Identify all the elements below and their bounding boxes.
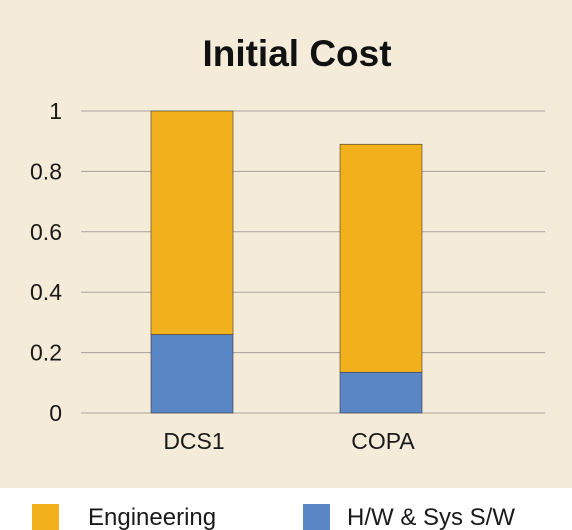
bars: [150, 110, 423, 414]
x-category-label: COPA: [351, 428, 415, 454]
bar-dcs1-h-w-sys-s-w: [150, 334, 234, 414]
legend: Engineering H/W & Sys S/W: [0, 488, 572, 530]
legend-svg: Engineering H/W & Sys S/W: [32, 504, 515, 530]
y-axis-ticks: 0 0.2 0.4 0.6 0.8 1: [30, 98, 62, 426]
x-category-label: DCS1: [163, 428, 224, 454]
x-axis-categories: DCS1 COPA: [163, 428, 415, 454]
legend-label-engineering: Engineering: [88, 504, 216, 530]
initial-cost-chart: Initial Cost 0 0.2 0.4 0.6 0.8 1 DCS1 COPA: [30, 33, 545, 454]
y-tick-label: 0.2: [30, 340, 62, 366]
legend-swatch-engineering: [32, 504, 59, 530]
y-tick-label: 0.8: [30, 158, 62, 184]
bar-copa-engineering: [339, 143, 423, 373]
legend-swatch-h-w-sys-s-w: [303, 504, 330, 530]
chart-title: Initial Cost: [202, 33, 391, 74]
legend-label-h-w-sys-s-w: H/W & Sys S/W: [347, 504, 515, 530]
y-tick-label: 0.4: [30, 279, 62, 305]
y-tick-label: 0: [49, 400, 62, 426]
y-tick-label: 1: [49, 98, 62, 124]
bar-copa-h-w-sys-s-w: [339, 371, 423, 414]
y-tick-label: 0.6: [30, 219, 62, 245]
bar-dcs1-engineering: [150, 110, 234, 335]
gridlines: [81, 110, 545, 414]
chart-area: Initial Cost 0 0.2 0.4 0.6 0.8 1 DCS1 COPA: [30, 33, 545, 454]
